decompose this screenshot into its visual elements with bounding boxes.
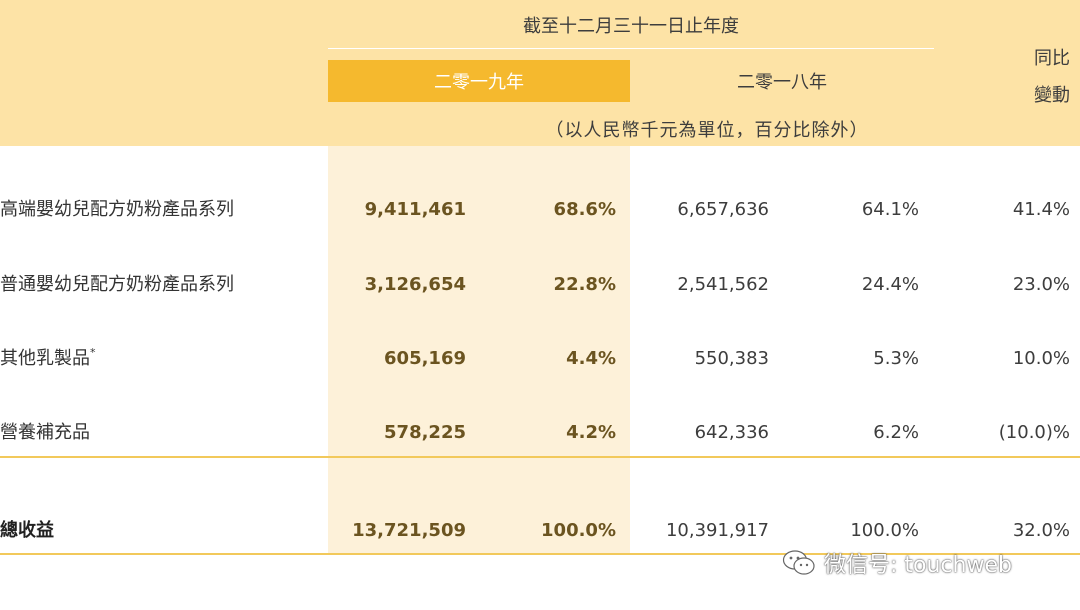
amount-2018: 2,541,562 bbox=[677, 274, 769, 295]
row-label: 普通嬰幼兒配方奶粉產品系列 bbox=[0, 274, 234, 295]
unit-note: （以人民幣千元為單位，百分比除外） bbox=[545, 120, 869, 141]
watermark-text: 微信号: touchweb bbox=[824, 553, 1012, 578]
yoy-change: 10.0% bbox=[1012, 348, 1070, 369]
row-label: 其他乳製品* bbox=[0, 341, 96, 377]
total-yoy-change: 32.0% bbox=[1012, 520, 1070, 541]
percent-2019: 22.8% bbox=[553, 274, 616, 295]
row-label: 高端嬰幼兒配方奶粉產品系列 bbox=[0, 199, 234, 220]
percent-2019: 4.4% bbox=[566, 348, 616, 369]
period-heading: 截至十二月三十一日止年度 bbox=[523, 16, 739, 37]
yoy-header-line2: 變動 bbox=[1034, 85, 1070, 106]
yoy-change-header: 同比 變動 bbox=[1034, 40, 1070, 114]
footnote-mark: * bbox=[90, 346, 96, 359]
total-row: 總收益 13,721,509 100.0% 10,391,917 100.0% … bbox=[0, 513, 1080, 549]
amount-2018: 642,336 bbox=[694, 422, 769, 443]
percent-2018: 64.1% bbox=[861, 199, 919, 220]
total-amount-2018: 10,391,917 bbox=[665, 520, 769, 541]
percent-2018: 6.2% bbox=[873, 422, 919, 443]
period-divider bbox=[328, 48, 934, 49]
total-amount-2019: 13,721,509 bbox=[352, 520, 466, 541]
year-2019-header: 二零一九年 bbox=[328, 60, 630, 102]
total-percent-2018: 100.0% bbox=[850, 520, 919, 541]
table-row: 高端嬰幼兒配方奶粉產品系列 9,411,461 68.6% 6,657,636 … bbox=[0, 192, 1080, 228]
column-2019-highlight bbox=[328, 146, 630, 553]
amount-2018: 6,657,636 bbox=[677, 199, 769, 220]
amount-2018: 550,383 bbox=[694, 348, 769, 369]
amount-2019: 578,225 bbox=[384, 422, 466, 443]
total-divider bbox=[0, 553, 1080, 555]
wechat-icon bbox=[782, 550, 815, 575]
table-row: 普通嬰幼兒配方奶粉產品系列 3,126,654 22.8% 2,541,562 … bbox=[0, 267, 1080, 303]
year-2018-header: 二零一八年 bbox=[630, 60, 934, 102]
amount-2019: 3,126,654 bbox=[364, 274, 466, 295]
yoy-change: 23.0% bbox=[1012, 274, 1070, 295]
amount-2019: 9,411,461 bbox=[364, 199, 466, 220]
percent-2018: 5.3% bbox=[873, 348, 919, 369]
percent-2019: 68.6% bbox=[553, 199, 616, 220]
amount-2019: 605,169 bbox=[384, 348, 466, 369]
table-row: 營養補充品 578,225 4.2% 642,336 6.2% (10.0)% bbox=[0, 415, 1080, 451]
total-percent-2019: 100.0% bbox=[541, 520, 616, 541]
year-2019-label: 二零一九年 bbox=[434, 72, 524, 93]
year-2018-label: 二零一八年 bbox=[737, 72, 827, 93]
percent-2018: 24.4% bbox=[861, 274, 919, 295]
row-label-text: 其他乳製品 bbox=[0, 348, 90, 369]
percent-2019: 4.2% bbox=[566, 422, 616, 443]
table-row: 其他乳製品* 605,169 4.4% 550,383 5.3% 10.0% bbox=[0, 341, 1080, 377]
yoy-change: (10.0)% bbox=[998, 422, 1070, 443]
subtotal-divider bbox=[0, 456, 1080, 458]
yoy-change: 41.4% bbox=[1012, 199, 1070, 220]
yoy-header-line1: 同比 bbox=[1034, 48, 1070, 69]
total-label: 總收益 bbox=[0, 520, 54, 541]
watermark: 微信号: touchweb bbox=[782, 545, 1012, 581]
row-label: 營養補充品 bbox=[0, 422, 90, 443]
